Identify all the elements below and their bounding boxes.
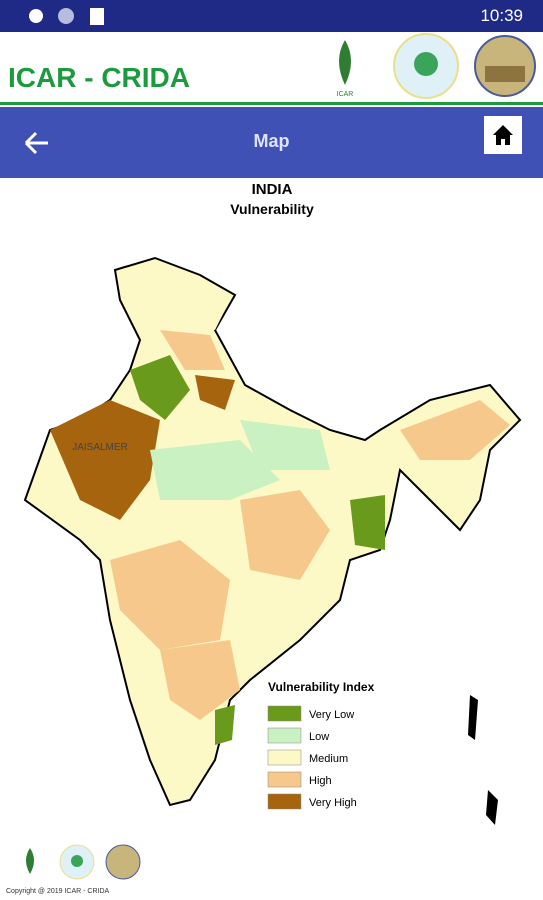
map-title: INDIA [252, 181, 293, 198]
india-map: JAISALMER [23, 256, 522, 825]
home-button[interactable] [484, 116, 522, 154]
legend-label: Very Low [309, 709, 354, 721]
legend-label: Medium [309, 753, 348, 765]
copyright: Copyright @ 2019 ICAR - CRIDA [6, 888, 110, 895]
clock: 10:39 [480, 6, 523, 25]
app-title: ICAR - CRIDA [8, 62, 190, 93]
place-label: JAISALMER [72, 442, 128, 453]
legend-label: Very High [309, 797, 357, 809]
logo-label: ICAR [337, 91, 354, 98]
legend-label: Low [309, 731, 329, 743]
logos: ICAR [337, 33, 536, 99]
status-icons [29, 8, 104, 25]
legend-swatch [267, 749, 302, 766]
footer-logos [26, 844, 141, 880]
legend-title: Vulnerability Index [268, 680, 375, 694]
nav-title: Map [253, 131, 290, 151]
app-header: ICAR - CRIDA ICAR [0, 32, 543, 105]
legend: Very Low Low Medium High Very High [267, 705, 357, 810]
legend-swatch [267, 727, 302, 744]
legend-label: High [309, 775, 332, 787]
legend-swatch [267, 793, 302, 810]
legend-swatch [267, 771, 302, 788]
legend-swatch [267, 705, 302, 722]
nav-bar: Map [0, 107, 543, 178]
map-subtitle: Vulnerability [230, 201, 314, 217]
map: INDIA Vulnerability JAISALMER Vulnerabil… [23, 181, 522, 880]
status-bar: 10:39 [0, 0, 543, 32]
back-button[interactable] [22, 123, 62, 163]
